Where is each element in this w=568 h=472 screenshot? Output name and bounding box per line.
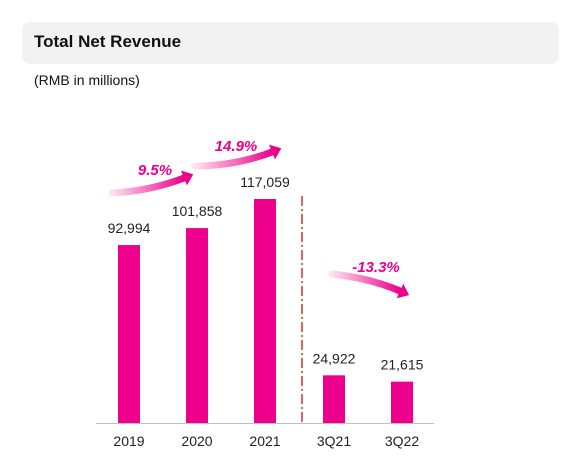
x-tick-2021: 2021 [249,433,280,449]
bar-3q22 [391,381,413,423]
growth-label-1: 9.5% [138,162,172,179]
bar-2020 [186,228,208,423]
unit-label: (RMB in millions) [34,72,140,88]
value-label-2021: 117,059 [240,174,290,190]
x-tick-3q22: 3Q22 [385,433,419,449]
value-label-3q22: 21,615 [381,357,424,373]
x-tick-2019: 2019 [113,433,144,449]
x-tick-3q21: 3Q21 [317,433,351,449]
bar-2019 [118,245,140,423]
growth-label-3: -13.3% [352,259,400,276]
bar-3q21 [323,375,345,423]
growth-arrowhead-3 [396,283,410,299]
x-tick-labels-group: 2019 2020 2021 3Q21 3Q22 [113,433,419,449]
bars-group [118,199,413,423]
chart-title: Total Net Revenue [34,32,182,51]
growth-arrow-3 [328,270,404,295]
growth-label-2: 14.9% [215,138,258,155]
value-label-2019: 92,994 [108,220,151,236]
growth-arrowhead-1 [181,170,194,186]
value-label-2020: 101,858 [172,203,223,219]
value-label-3q21: 24,922 [313,350,356,366]
growth-annotations-group: 9.5% 14.9% -13.3% [108,138,410,299]
bar-2021 [254,199,276,423]
growth-arrow-2 [191,148,276,170]
growth-arrow-1 [108,174,188,197]
growth-arrowhead-2 [269,144,282,160]
value-labels-group: 92,994 101,858 117,059 24,922 21,615 [108,174,424,373]
title-bar: Total Net Revenue [22,22,559,64]
x-tick-2020: 2020 [181,433,212,449]
